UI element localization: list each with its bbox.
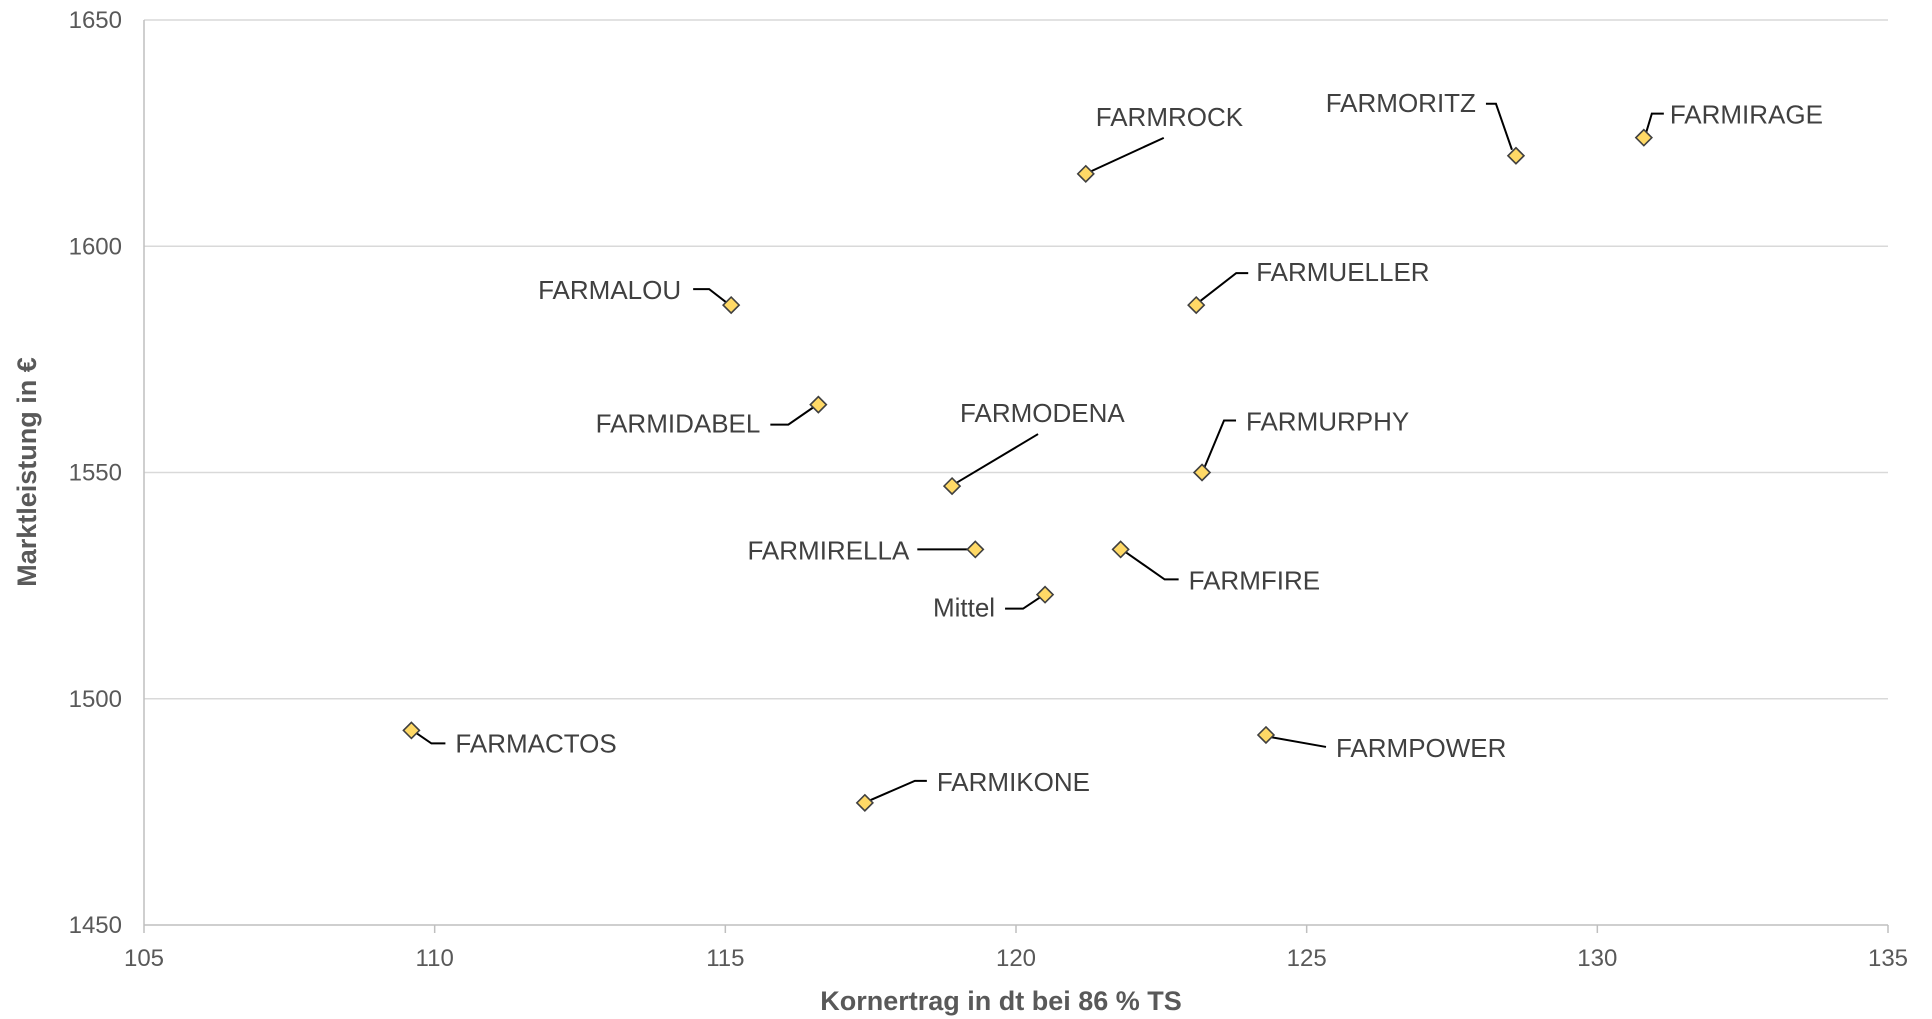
data-point-farmfire (1111, 540, 1130, 559)
y-tick-label-1650: 1650 (69, 7, 122, 34)
point-label-farmurphy: FARMURPHY (1246, 407, 1409, 437)
x-tick-label-105: 105 (124, 945, 164, 972)
leader-line-farmikone (868, 779, 927, 802)
leader-line-mittel (1005, 595, 1042, 610)
data-point-farmurphy (1192, 463, 1212, 482)
leader-line-farmueller (1199, 272, 1249, 302)
point-label-farmirage: FARMIRAGE (1670, 100, 1823, 130)
point-label-farmueller: FARMUELLER (1256, 257, 1429, 287)
x-tick-label-110: 110 (416, 945, 454, 972)
point-label-farmactos: FARMACTOS (455, 728, 616, 758)
y-tick-label-1450: 1450 (69, 912, 122, 939)
data-point-farmpower (1256, 725, 1276, 745)
point-label-mittel: Mittel (933, 593, 995, 623)
leader-line-farmpower (1269, 735, 1327, 748)
data-point-farmirage (1634, 128, 1653, 147)
data-point-farmrock (1076, 164, 1095, 183)
y-axis-title: Marktleistung in € (12, 357, 42, 587)
point-labels: FARMROCK FARMORITZ FARMIRAGE FARMALOU FARMUE… (455, 88, 1823, 797)
x-tick-label-125: 125 (1287, 945, 1327, 972)
leader-line-farmactos (414, 731, 446, 745)
x-tick-label-135: 135 (1868, 945, 1908, 972)
data-points (402, 128, 1653, 812)
data-point-farmactos (402, 721, 421, 740)
x-axis-title: Kornertrag in dt bei 86 % TS (820, 986, 1182, 1016)
x-tick-label-120: 120 (996, 945, 1036, 972)
data-point-farmalou (722, 295, 741, 315)
point-label-farmirella: FARMIRELLA (747, 535, 909, 565)
point-label-farmalou: FARMALOU (538, 275, 681, 305)
point-label-farmikone: FARMIKONE (937, 767, 1090, 797)
leader-line-farmirage (1644, 112, 1664, 134)
y-tick-labels: 1450 1500 1550 1600 1650 (69, 7, 122, 939)
y-tick-label-1600: 1600 (69, 233, 122, 260)
point-label-farmpower: FARMPOWER (1336, 733, 1506, 763)
data-point-farmoritz (1506, 146, 1526, 165)
x-tick-labels: 105 110 115 120 125 130 135 (124, 925, 1908, 972)
gridlines (144, 19, 1888, 700)
point-label-farmodena: FARMODENA (960, 398, 1125, 428)
y-tick-label-1550: 1550 (69, 460, 122, 487)
point-label-farmoritz: FARMORITZ (1326, 88, 1476, 118)
leader-line-farmalou (693, 288, 728, 304)
point-label-farmidabel: FARMIDABEL (596, 409, 761, 439)
leader-line-farmodena (955, 433, 1039, 484)
leader-lines (414, 102, 1664, 802)
point-label-farmfire: FARMFIRE (1189, 565, 1320, 595)
leader-line-farmidabel (770, 405, 815, 426)
data-point-mittel (1035, 585, 1055, 604)
x-tick-label-130: 130 (1577, 945, 1617, 972)
data-point-farmueller (1187, 295, 1206, 315)
point-label-farmrock: FARMROCK (1096, 102, 1244, 132)
data-point-farmirella (966, 540, 985, 559)
leader-line-farmoritz (1485, 102, 1513, 151)
data-point-farmodena (942, 476, 962, 496)
leader-line-farmrock (1089, 136, 1165, 173)
data-point-farmidabel (809, 395, 828, 414)
y-tick-label-1500: 1500 (69, 686, 122, 713)
leader-line-farmfire (1124, 550, 1179, 581)
leader-line-farmurphy (1203, 419, 1237, 469)
x-tick-label-115: 115 (706, 945, 744, 972)
data-point-farmikone (855, 793, 874, 812)
